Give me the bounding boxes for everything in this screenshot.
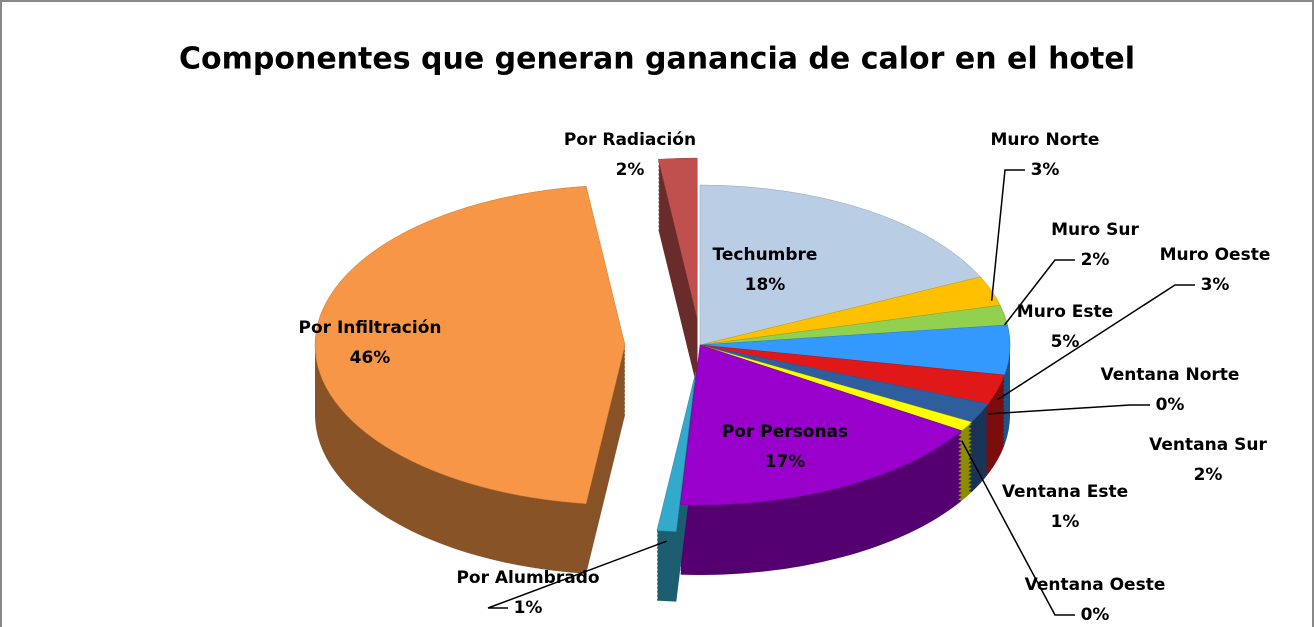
leader-line	[961, 440, 1075, 616]
slice-label: Ventana Norte	[1101, 365, 1240, 385]
slice-label: Muro Sur	[1051, 220, 1139, 240]
value-label: 1%	[1051, 512, 1080, 532]
slice-label: Muro Norte	[991, 130, 1100, 150]
pie-tops	[314, 157, 1011, 532]
value-label: 3%	[1031, 160, 1060, 180]
leader-line	[990, 169, 1025, 301]
leader-line	[988, 404, 1150, 415]
value-label: 46%	[350, 348, 391, 368]
leader-line	[997, 284, 1195, 401]
value-label: 1%	[514, 598, 543, 618]
value-label: 17%	[765, 452, 806, 472]
slice-label: Ventana Oeste	[1025, 575, 1166, 595]
slice-label: Ventana Sur	[1149, 435, 1267, 455]
slice-label: Muro Este	[1017, 302, 1113, 322]
slice-label: Ventana Este	[1002, 482, 1128, 502]
slice-label: Por Alumbrado	[456, 568, 599, 588]
slice	[699, 184, 981, 346]
value-label: 2%	[616, 160, 645, 180]
slice-label: Por Infiltración	[299, 318, 442, 338]
value-label: 0%	[1156, 395, 1185, 415]
value-label: 3%	[1201, 275, 1230, 295]
value-label: 5%	[1051, 332, 1080, 352]
slice	[314, 185, 626, 505]
slice	[680, 344, 963, 506]
chart-title: Componentes que generan ganancia de calo…	[179, 42, 1135, 77]
value-label: 2%	[1194, 465, 1223, 485]
value-label: 2%	[1081, 250, 1110, 270]
slice-label: Techumbre	[713, 245, 818, 265]
slice-label: Muro Oeste	[1160, 245, 1271, 265]
value-label: 0%	[1081, 605, 1110, 625]
value-label: 18%	[745, 275, 786, 295]
slice	[658, 157, 698, 319]
slice-label: Por Personas	[722, 422, 848, 442]
leader-line	[487, 540, 667, 609]
slice-label: Por Radiación	[564, 130, 696, 150]
leader-line	[1003, 259, 1075, 326]
pie-labels: Techumbre 18% Muro Norte 3% Muro Sur 2% Muro E…	[299, 130, 1271, 625]
slice	[656, 371, 697, 532]
